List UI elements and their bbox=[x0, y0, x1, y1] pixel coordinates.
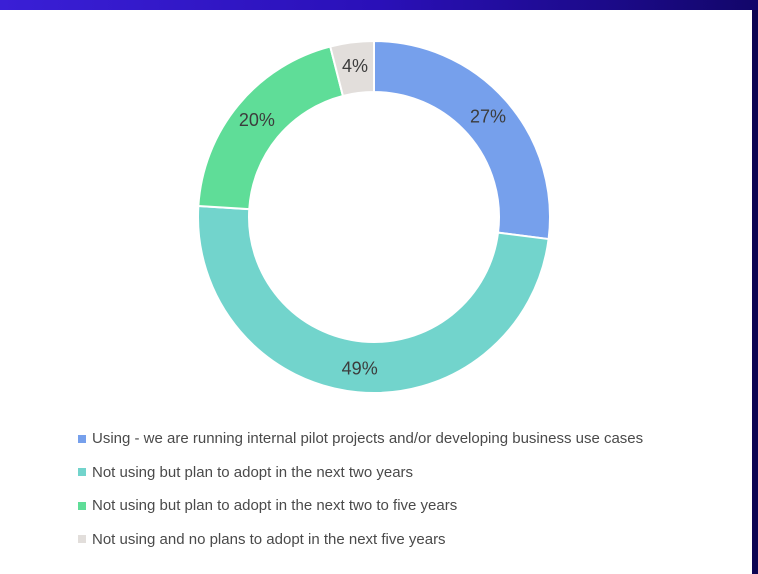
slice-value-label-2: 20% bbox=[239, 110, 275, 130]
legend-swatch-plan-two-to-five-years bbox=[78, 501, 86, 510]
chart-legend: Using - we are running internal pilot pr… bbox=[78, 422, 643, 556]
legend-item-no-plans: Not using and no plans to adopt in the n… bbox=[78, 523, 643, 557]
legend-swatch-plan-two-years bbox=[78, 468, 86, 477]
legend-swatch-no-plans bbox=[78, 535, 86, 544]
slice-value-label-0: 27% bbox=[470, 106, 506, 126]
legend-label-no-plans: Not using and no plans to adopt in the n… bbox=[92, 530, 446, 548]
slice-value-label-3: 4% bbox=[342, 56, 368, 76]
legend-item-using: Using - we are running internal pilot pr… bbox=[78, 422, 643, 456]
donut-slice-0 bbox=[373, 39, 551, 241]
donut-slice-1 bbox=[197, 204, 550, 394]
donut-chart: 27% 49% 20% 4% bbox=[197, 39, 551, 394]
chart-card: 27% 49% 20% 4% Using - we are running inter… bbox=[0, 10, 752, 574]
legend-label-plan-two-years: Not using but plan to adopt in the next … bbox=[92, 463, 414, 481]
donut-slice-3 bbox=[329, 39, 375, 98]
legend-item-plan-two-to-five-years: Not using but plan to adopt in the next … bbox=[78, 489, 643, 523]
legend-label-plan-two-to-five-years: Not using but plan to adopt in the next … bbox=[92, 497, 458, 515]
slice-value-label-1: 49% bbox=[342, 358, 378, 378]
right-edge-border bbox=[752, 10, 758, 574]
legend-item-plan-two-years: Not using but plan to adopt in the next … bbox=[78, 456, 643, 490]
top-accent-bar bbox=[0, 0, 758, 10]
legend-swatch-using bbox=[78, 434, 86, 443]
legend-label-using: Using - we are running internal pilot pr… bbox=[92, 430, 644, 448]
